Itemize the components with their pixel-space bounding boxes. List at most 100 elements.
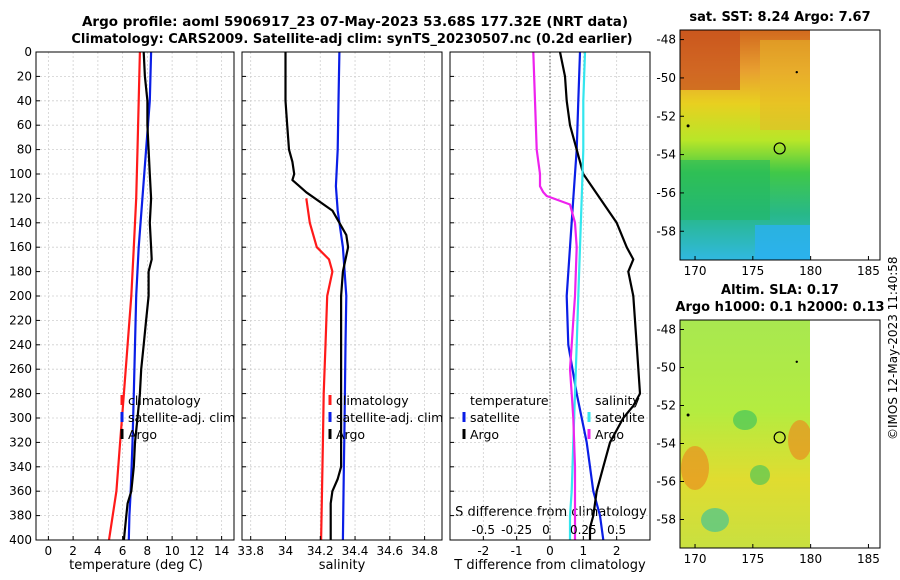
sst-map-title: sat. SST: 8.24 Argo: 7.67 bbox=[689, 10, 871, 25]
series-line-s-satellite bbox=[568, 51, 587, 540]
legend-label: satellite bbox=[470, 410, 520, 425]
sla-low-blob-3 bbox=[750, 465, 770, 485]
sst-cold-patch bbox=[755, 225, 810, 260]
y-tick-label: 360 bbox=[9, 484, 32, 498]
map-x-tick-label: 180 bbox=[799, 264, 822, 278]
x-tick-label: 4 bbox=[94, 544, 102, 558]
y-tick-label: 260 bbox=[9, 362, 32, 376]
x-tick-label: 34.4 bbox=[342, 544, 369, 558]
series-line-s-argo bbox=[532, 51, 578, 540]
series-line-t-satellite bbox=[565, 51, 605, 541]
y-tick-label: 80 bbox=[17, 143, 32, 157]
map-y-tick-label: -52 bbox=[656, 399, 676, 413]
sst-map-frame bbox=[679, 29, 881, 261]
sla-map-title-line1: Altim. SLA: 0.17 bbox=[721, 283, 839, 298]
x-tick-label: 1 bbox=[580, 544, 588, 558]
figure-title-line1: Argo profile: aoml 5906917_23 07-May-202… bbox=[81, 14, 628, 30]
sla-map-land-blank bbox=[810, 320, 880, 548]
sla-map: 170 175 180 185 -48 -50 -52 -54 -56 -58 bbox=[656, 319, 881, 567]
series-line-t-argo bbox=[558, 51, 642, 540]
sst-warm-patch bbox=[680, 30, 740, 90]
map-y-tick-label: -56 bbox=[656, 186, 676, 200]
legend-label: Argo bbox=[336, 427, 365, 442]
island-dot bbox=[686, 124, 690, 128]
legend-label: Argo bbox=[595, 427, 624, 442]
sla-high-blob-1 bbox=[681, 446, 709, 490]
sst-green-patch bbox=[680, 160, 770, 220]
series-line-climatology bbox=[305, 198, 334, 541]
y-tick-label: 60 bbox=[17, 118, 32, 132]
map-y-tick-label: -54 bbox=[656, 148, 676, 162]
top-x-tick-label: -0.5 bbox=[472, 523, 495, 537]
island-dot bbox=[686, 413, 690, 417]
x-tick-label: -1 bbox=[511, 544, 523, 558]
series-line-climatology bbox=[107, 51, 141, 541]
map-y-tick-label: -56 bbox=[656, 475, 676, 489]
map-x-tick-label: 185 bbox=[857, 264, 880, 278]
difference-xlabel: T difference from climatology bbox=[454, 558, 646, 573]
map-y-tick-label: -54 bbox=[656, 437, 676, 451]
x-tick-label: 34 bbox=[278, 544, 293, 558]
x-tick-label: 2 bbox=[613, 544, 621, 558]
sla-low-blob-1 bbox=[733, 410, 757, 430]
y-tick-label: 0 bbox=[24, 45, 32, 59]
y-tick-label: 140 bbox=[9, 216, 32, 230]
legend-label: salinity bbox=[595, 393, 640, 408]
map-x-tick-label: 180 bbox=[799, 552, 822, 566]
map-y-tick-label: -58 bbox=[656, 224, 676, 238]
argo-position-marker bbox=[773, 142, 786, 155]
map-y-tick-label: -52 bbox=[656, 109, 676, 123]
island-dot bbox=[795, 70, 798, 74]
salinity-plot: 33.8 34 34.2 34.4 34.6 34.8 climatology satelli… bbox=[237, 51, 443, 558]
map-y-tick-label: -48 bbox=[656, 323, 676, 337]
sla-map-field bbox=[680, 320, 810, 548]
temperature-plot: 0 2 4 6 8 10 12 1402040608010012014016018020022… bbox=[9, 45, 235, 558]
x-tick-label: 34.2 bbox=[307, 544, 334, 558]
x-tick-label: 10 bbox=[164, 544, 179, 558]
map-x-tick-label: 175 bbox=[741, 264, 764, 278]
series-line-argo bbox=[122, 51, 153, 541]
legend-label: Argo bbox=[470, 427, 499, 442]
x-tick-label: 12 bbox=[189, 544, 204, 558]
y-tick-label: 160 bbox=[9, 240, 32, 254]
sst-map-land-blank bbox=[810, 30, 880, 260]
sla-high-blob-2 bbox=[788, 420, 812, 460]
sla-map-axes: 170 175 180 185 -48 -50 -52 -54 -56 -58 bbox=[656, 323, 880, 567]
map-y-tick-label: -50 bbox=[656, 361, 676, 375]
y-tick-label: 300 bbox=[9, 411, 32, 425]
top-x-tick-label: 0 bbox=[542, 523, 550, 537]
top-x-tick-label: 0.5 bbox=[607, 523, 626, 537]
y-tick-label: 120 bbox=[9, 191, 32, 205]
x-tick-label: 34.8 bbox=[411, 544, 438, 558]
x-tick-label: -2 bbox=[477, 544, 489, 558]
y-tick-label: 340 bbox=[9, 460, 32, 474]
sla-low-blob-2 bbox=[701, 508, 729, 532]
series-line-satellite-adj-clim bbox=[334, 51, 348, 541]
sla-map-title-line2: Argo h1000: 0.1 h2000: 0.13 bbox=[675, 300, 885, 315]
map-x-tick-label: 170 bbox=[684, 552, 707, 566]
legend-label: temperature bbox=[470, 393, 549, 408]
x-tick-label: 0 bbox=[45, 544, 53, 558]
x-tick-label: 33.8 bbox=[237, 544, 264, 558]
sla-map-frame bbox=[679, 319, 881, 549]
legend-label: Argo bbox=[128, 427, 157, 442]
legend-label: satellite-adj. clim bbox=[128, 410, 235, 425]
y-tick-label: 400 bbox=[9, 533, 32, 547]
y-tick-label: 40 bbox=[17, 94, 32, 108]
y-tick-label: 100 bbox=[9, 167, 32, 181]
map-x-tick-label: 175 bbox=[741, 552, 764, 566]
y-tick-label: 220 bbox=[9, 313, 32, 327]
sst-warm-patch-east bbox=[760, 40, 810, 130]
y-tick-label: 320 bbox=[9, 435, 32, 449]
top-x-tick-label: -0.25 bbox=[501, 523, 532, 537]
map-y-tick-label: -48 bbox=[656, 33, 676, 47]
legend-label: satellite-adj. clim bbox=[336, 410, 443, 425]
temperature-xlabel: temperature (deg C) bbox=[69, 558, 203, 573]
map-x-tick-label: 185 bbox=[857, 552, 880, 566]
difference-plot: -2 -1 0 1 2 temperature satellite Argo salinity s… bbox=[449, 51, 651, 558]
y-tick-label: 20 bbox=[17, 69, 32, 83]
y-tick-label: 180 bbox=[9, 265, 32, 279]
x-tick-label: 0 bbox=[546, 544, 554, 558]
sst-map-axes: 170 175 180 185 -48 -50 -52 -54 -56 -58 bbox=[656, 33, 880, 278]
